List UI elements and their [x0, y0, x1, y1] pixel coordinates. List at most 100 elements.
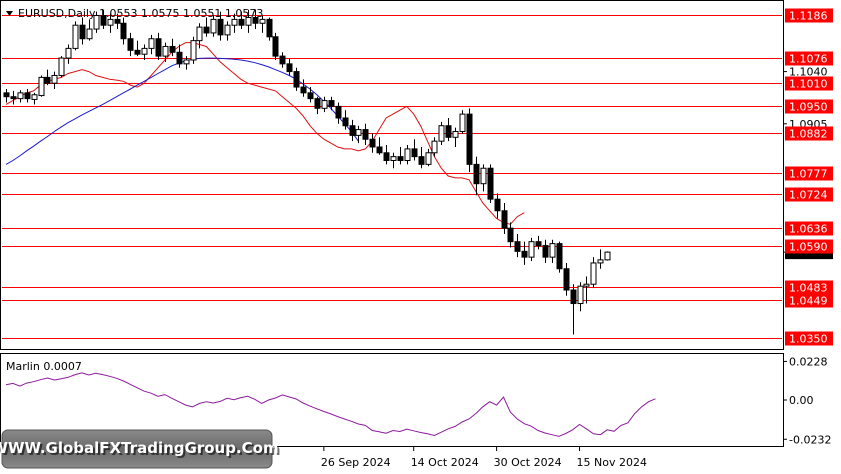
bull-candle — [549, 243, 556, 258]
bull-candle — [390, 156, 397, 162]
bull-candle — [196, 26, 203, 42]
bear-candle — [445, 125, 452, 138]
bear-candle — [155, 38, 162, 57]
bear-candle — [307, 92, 314, 100]
time-tick-label: 14 Oct 2024 — [411, 456, 479, 469]
bull-candle — [590, 262, 597, 285]
bear-candle — [100, 15, 107, 26]
bull-candle — [597, 259, 604, 264]
oscillator-axis-labels: 0.0228 0.00 -0.0232 — [783, 355, 831, 446]
support-resistance-levels — [2, 15, 782, 339]
bear-candle — [176, 51, 183, 65]
bear-candle — [114, 18, 121, 24]
bull-candle — [528, 241, 535, 258]
moving-average-line-1 — [5, 42, 525, 225]
level-label-box — [785, 280, 833, 295]
bear-candle — [300, 86, 307, 94]
bear-candle — [570, 289, 577, 305]
level-label: 1.0449 — [789, 295, 828, 308]
level-label: 1.0636 — [789, 223, 828, 236]
bear-candle — [266, 18, 273, 38]
level-label-box — [785, 99, 833, 114]
indicator-title: Marlin 0.0007 — [6, 360, 82, 373]
bull-candle — [231, 18, 238, 26]
price-tick-label: 1.1040 — [789, 66, 828, 79]
watermark-text: WWW.GlobalFXTradingGroup.Com — [0, 439, 279, 457]
bull-candle — [31, 94, 38, 100]
bull-candle — [51, 74, 58, 84]
bear-candle — [514, 241, 521, 252]
bull-candle — [107, 18, 114, 26]
bear-candle — [376, 146, 383, 154]
level-label-box — [785, 166, 833, 181]
bear-candle — [535, 241, 542, 247]
bear-candle — [473, 163, 480, 185]
bear-candle — [501, 210, 508, 229]
bull-candle — [355, 129, 362, 136]
bull-candle — [480, 167, 487, 185]
bear-candle — [349, 125, 356, 136]
bear-candle — [44, 76, 51, 84]
chart-menu-triangle-icon[interactable] — [6, 11, 13, 16]
bear-candle — [3, 92, 10, 98]
bull-candle — [577, 285, 584, 305]
bear-candle — [342, 117, 349, 127]
bull-candle — [431, 140, 438, 154]
bear-candle — [369, 138, 376, 148]
chart-title: EURUSD,Daily 1.0553 1.0575 1.0551 1.0573 — [18, 7, 263, 20]
level-label: 1.1010 — [789, 78, 828, 91]
osc-tick-label: 0.00 — [789, 394, 814, 407]
bull-candle — [459, 113, 466, 133]
bear-candle — [362, 129, 369, 140]
level-label-box — [785, 126, 833, 141]
bear-candle — [487, 167, 494, 200]
bear-candle — [279, 55, 286, 65]
bear-candle — [169, 45, 176, 53]
bull-candle — [452, 131, 459, 138]
level-price-labels: 1.1186 1.1076 1.1010 1.0950 1.0882 1.0777 1.07… — [785, 8, 833, 346]
bull-candle — [210, 18, 217, 34]
level-label-box — [785, 239, 833, 254]
level-label: 1.0483 — [789, 282, 828, 295]
bull-candle — [425, 152, 432, 165]
bear-candle — [79, 24, 86, 40]
bull-candle — [93, 15, 100, 30]
bull-candle — [86, 28, 93, 40]
watermark: WWW.GlobalFXTradingGroup.Com WWW.GlobalF… — [0, 429, 281, 469]
bear-candle — [293, 71, 300, 88]
bull-candle — [65, 47, 72, 59]
time-tick-label: 26 Sep 2024 — [321, 456, 391, 469]
bull-candle — [17, 92, 24, 100]
level-label: 1.0950 — [789, 101, 828, 114]
bull-candle — [245, 16, 252, 26]
bear-candle — [120, 22, 127, 40]
bull-candle — [583, 283, 590, 287]
bear-candle — [127, 38, 134, 51]
bull-candle — [72, 24, 79, 49]
bear-candle — [542, 245, 549, 258]
time-tick-label: 15 Nov 2024 — [577, 456, 647, 469]
level-label: 1.0350 — [789, 333, 828, 346]
bear-candle — [328, 100, 335, 107]
bear-candle — [507, 227, 514, 243]
bear-candle — [238, 18, 245, 26]
bear-candle — [411, 148, 418, 158]
level-label: 1.0777 — [789, 168, 828, 181]
bull-candle — [604, 251, 611, 261]
marlin-line — [5, 372, 656, 437]
bear-candle — [10, 96, 17, 100]
marlin-oscillator — [5, 372, 656, 437]
watermark-shadow: WWW.GlobalFXTradingGroup.Com — [0, 441, 281, 459]
bear-candle — [563, 268, 570, 291]
bull-candle — [259, 18, 266, 24]
bull-candle — [438, 125, 445, 142]
level-label: 1.0724 — [789, 189, 828, 202]
level-label: 1.0590 — [789, 241, 828, 254]
bear-candle — [418, 156, 425, 165]
level-label-box — [785, 8, 833, 23]
level-label: 1.1186 — [789, 10, 828, 23]
bull-candle — [190, 40, 197, 61]
level-label-box — [785, 51, 833, 66]
bear-candle — [252, 16, 259, 24]
